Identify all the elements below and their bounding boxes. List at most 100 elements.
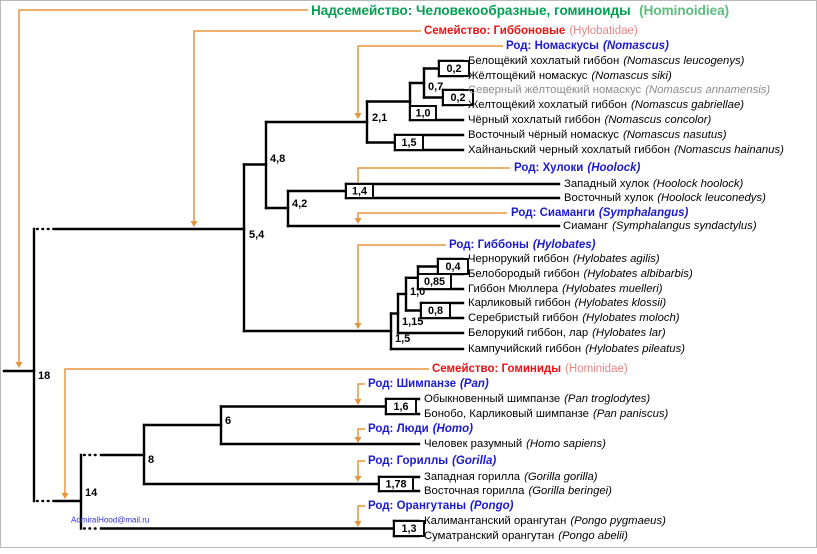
species-name-russian: Восточный чёрный номаскус (468, 129, 619, 141)
species-name-latin: (Pongo pygmaeus) (570, 515, 666, 527)
branch-length-value: 1,6 (393, 401, 408, 413)
branch-length-value: 0,2 (450, 92, 465, 104)
branch-length-box (394, 134, 424, 151)
connector-line (357, 167, 510, 183)
node-age-label: 18 (38, 370, 50, 382)
node-age-label: 0,7 (428, 81, 443, 93)
species-name-latin: (Hoolock hoolock) (653, 178, 744, 190)
taxon-name-latin: (Hylobates) (533, 239, 596, 251)
species-name-russian: Бонобо, Карликовый шимпанзе (424, 408, 589, 420)
species-name-latin: (Hylobates klossii) (574, 297, 666, 309)
species-label: Желтощёкий хохлатый гиббон (Nomascus gabr… (468, 99, 744, 111)
species-name-russian: Жёлтощёкий номаскус (468, 70, 588, 82)
arrowhead-icon (190, 221, 198, 227)
arrowhead-icon (15, 362, 23, 368)
species-label: Восточный чёрный номаскус (Nomascus nasut… (468, 129, 727, 141)
arrowhead-icon (354, 476, 362, 482)
arrowhead-icon (354, 323, 362, 329)
species-name-russian: Восточная горилла (424, 485, 525, 497)
species-name-russian: Западная горилла (424, 471, 521, 483)
taxon-label-genus: Род: Гориллы (Gorilla) (368, 455, 496, 467)
node-age-label: 2,1 (372, 112, 387, 124)
branch-length-value: 0,85 (424, 276, 445, 288)
species-name-russian: Хайнаньский черный хохлатый гиббон (468, 144, 670, 156)
species-name-russian: Суматранский орангутан (424, 530, 554, 542)
taxon-label-family: Семейство: Гоминиды (Hominidae) (432, 363, 628, 375)
species-name-latin: (Pan troglodytes) (564, 393, 650, 405)
node-age-label: 6 (225, 415, 231, 427)
branch-length-box (438, 60, 470, 77)
species-name-russian: Обыкновенный шимпанзе (424, 393, 560, 405)
species-name-latin: (Nomascus leucogenys) (623, 55, 744, 67)
species-name-latin: (Gorilla gorilla) (524, 471, 598, 483)
species-name-latin: (Nomascus siki) (591, 70, 672, 82)
branch-length-value: 1,3 (401, 523, 416, 535)
branch-length-box (437, 258, 469, 275)
node-age-label: 1,15 (402, 316, 423, 328)
taxon-name-russian: Семейство: Гиббоновые (424, 25, 565, 37)
branch-length-boxes: 0,2 0,2 1,0 1,5 1,4 0,40,85 0,8 1,6 1,78 1,3 (345, 60, 474, 537)
taxon-group-labels: Семейство: Гиббоновые (Hylobatidae) Род: Н… (368, 25, 689, 512)
branch-length-box (409, 105, 437, 121)
species-label: Белощёкий хохлатый гиббон (Nomascus leuco… (468, 55, 745, 67)
node-age-label: 1,5 (395, 333, 410, 345)
species-label: Восточная горилла (Gorilla beringei) (424, 485, 612, 497)
species-label: Западный хулок (Hoolock hoolock) (564, 178, 744, 190)
species-label: Восточный хулок (Hoolock leuconedys) (564, 192, 766, 204)
branch-length-box (393, 520, 425, 537)
node-age-label: 1,0 (410, 286, 425, 298)
species-name-russian: Кампучийский гиббон (468, 343, 581, 355)
taxon-name-russian: Семейство: Гоминиды (432, 363, 561, 375)
species-name-russian: Чёрный хохлатый гиббон (468, 114, 601, 126)
species-label: Северный жёлтощёкий номаскус (Nomascus an… (468, 84, 770, 96)
branch-length-value: 1,4 (352, 186, 367, 198)
species-name-russian: Западный хулок (564, 178, 649, 190)
taxon-name-latin: (Symphalangus) (599, 207, 689, 219)
species-label: Кампучийский гиббон (Hylobates pileatus) (468, 343, 685, 355)
species-label: Карликовый гиббон (Hylobates klossii) (468, 297, 666, 309)
figure-title-russian: Надсемейство: Человекообразные, гоминоид… (311, 3, 631, 18)
node-age-label: 4,8 (270, 153, 285, 165)
species-name-latin: (Homo sapiens) (526, 438, 606, 450)
branch-length-value: 1,5 (401, 137, 416, 149)
taxon-label-genus: Род: Гиббоны (Hylobates) (449, 239, 596, 251)
node-age-label: 14 (85, 487, 98, 499)
figure-title-latin: (Hominoidiea) (639, 3, 729, 18)
taxon-name-latin: (Hominidae) (565, 363, 628, 375)
taxon-name-latin: (Hylobatidae) (569, 25, 638, 37)
species-name-russian: Серебристый гиббон (468, 312, 578, 324)
species-label: Суматранский орангутан (Pongo abelii) (424, 530, 628, 542)
species-name-russian: Гиббон Мюллера (468, 283, 559, 295)
taxon-name-russian: Род: Сиаманги (511, 207, 595, 219)
species-name-latin: (Gorilla beringei) (528, 485, 612, 497)
species-name-latin: (Symphalangus syndactylus) (612, 220, 757, 232)
species-name-russian: Белощёкий хохлатый гиббон (468, 55, 619, 67)
connector-line (357, 460, 365, 476)
taxon-name-latin: (Hoolock) (587, 162, 640, 174)
species-name-latin: (Nomascus gabriellae) (631, 99, 744, 111)
species-name-latin: (Nomascus nasutus) (623, 129, 727, 141)
branch-length-box (345, 183, 374, 199)
species-label: Человек разумный (Homo sapiens) (424, 438, 606, 450)
branch-length-value: 1,0 (415, 108, 430, 120)
taxon-name-russian: Род: Орангутаны (368, 500, 466, 512)
branch-length-box (417, 273, 452, 290)
arrowhead-icon (354, 521, 362, 527)
label-connector-arrows (15, 9, 510, 527)
taxon-name-russian: Род: Шимпанзе (368, 378, 456, 390)
connector-line (357, 505, 365, 521)
species-name-latin: (Hylobates albibarbis) (583, 268, 692, 280)
branch-length-box (420, 302, 451, 319)
taxon-name-russian: Род: Люди (368, 423, 429, 435)
connector-line (357, 212, 507, 218)
species-name-latin: (Hylobates moloch) (582, 312, 680, 324)
taxon-name-latin: (Gorilla) (452, 455, 496, 467)
species-name-russian: Белобородый гиббон (468, 268, 579, 280)
node-age-labels: 18 14 8 6 5,4 4,8 4,2 2,1 0,7 1,0 1,15 1,5 (38, 81, 443, 499)
species-label: Бонобо, Карликовый шимпанзе (Pan paniscus… (424, 408, 669, 420)
arrowhead-icon (354, 113, 362, 119)
species-label: Чернорукий гиббон (Hylobates agilis) (468, 253, 660, 265)
taxon-label-genus: Род: Орангутаны (Pongo) (368, 500, 514, 512)
species-labels: Белощёкий хохлатый гиббон (Nomascus leuco… (424, 55, 784, 542)
